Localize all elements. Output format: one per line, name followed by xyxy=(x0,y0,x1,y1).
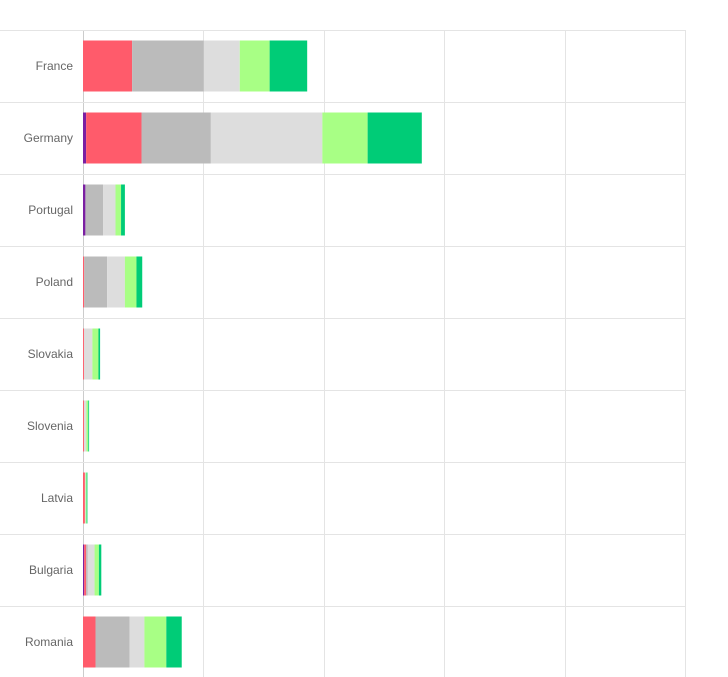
bar-segment-france-5 xyxy=(269,40,308,92)
category-label-bulgaria: Bulgaria xyxy=(29,563,73,577)
bar-segment-bulgaria-4 xyxy=(94,544,99,596)
bars xyxy=(83,40,422,668)
bar-segment-portugal-3 xyxy=(103,184,116,236)
grid xyxy=(0,30,686,677)
bar-segment-france-2 xyxy=(132,40,204,92)
category-label-romania: Romania xyxy=(25,635,73,649)
bar-segment-germany-0 xyxy=(83,112,87,164)
bar-segment-portugal-4 xyxy=(115,184,122,236)
bar-segment-germany-4 xyxy=(322,112,368,164)
bar-segment-latvia-3 xyxy=(84,472,86,524)
bar-segment-poland-5 xyxy=(136,256,143,308)
bar-segment-slovakia-1 xyxy=(83,328,84,380)
bar-segment-latvia-4 xyxy=(85,472,87,524)
bar-segment-latvia-1 xyxy=(83,472,85,524)
bar-segment-slovenia-5 xyxy=(88,400,90,452)
bar-segment-bulgaria-3 xyxy=(87,544,95,596)
bar-segment-bulgaria-0 xyxy=(83,544,85,596)
bar-segment-poland-2 xyxy=(84,256,108,308)
category-label-poland: Poland xyxy=(36,275,73,289)
bar-segment-slovakia-5 xyxy=(98,328,101,380)
bar-segment-france-1 xyxy=(83,40,133,92)
bar-segment-romania-4 xyxy=(144,616,167,668)
bar-segment-germany-5 xyxy=(367,112,422,164)
category-label-france: France xyxy=(36,59,74,73)
bar-segment-germany-1 xyxy=(86,112,142,164)
bar-segment-romania-5 xyxy=(166,616,182,668)
category-label-latvia: Latvia xyxy=(41,491,73,505)
category-label-slovakia: Slovakia xyxy=(28,347,74,361)
bar-segment-slovakia-3 xyxy=(83,328,93,380)
bar-segment-france-3 xyxy=(203,40,240,92)
bar-segment-latvia-5 xyxy=(86,472,88,524)
bar-segment-germany-3 xyxy=(210,112,323,164)
bar-segment-slovenia-1 xyxy=(83,400,84,452)
bar-segment-portugal-0 xyxy=(83,184,86,236)
category-label-germany: Germany xyxy=(24,131,73,145)
category-label-slovenia: Slovenia xyxy=(27,419,73,433)
category-labels: France Germany Portugal Poland Slovakia Slove… xyxy=(24,59,74,649)
bar-segment-portugal-2 xyxy=(85,184,104,236)
bar-segment-bulgaria-5 xyxy=(98,544,102,596)
bar-segment-poland-3 xyxy=(107,256,125,308)
bar-segment-slovenia-4 xyxy=(86,400,89,452)
bar-segment-bulgaria-2 xyxy=(86,544,88,596)
bar-segment-romania-3 xyxy=(129,616,145,668)
bar-segment-poland-1 xyxy=(83,256,85,308)
category-label-portugal: Portugal xyxy=(28,203,73,217)
bar-segment-slovakia-4 xyxy=(92,328,99,380)
bar-segment-france-4 xyxy=(239,40,270,92)
bar-segment-germany-2 xyxy=(141,112,211,164)
bar-segment-portugal-5 xyxy=(121,184,125,236)
bar-segment-romania-2 xyxy=(95,616,130,668)
bar-segment-bulgaria-1 xyxy=(84,544,87,596)
bar-segment-slovenia-3 xyxy=(83,400,87,452)
bar-segment-romania-1 xyxy=(83,616,96,668)
bar-segment-poland-4 xyxy=(124,256,137,308)
